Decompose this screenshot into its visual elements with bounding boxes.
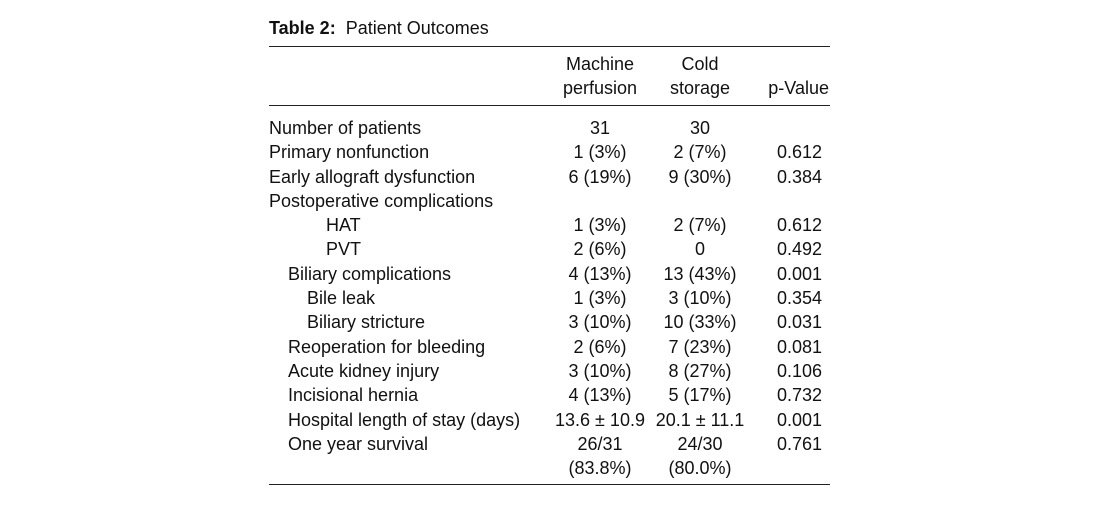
machine-perfusion-value: 3 (10%) — [568, 360, 632, 381]
table-row: Biliary complications 4 (13%) 13 (43%) 0.00… — [269, 262, 830, 286]
row-label: Number of patients — [269, 118, 422, 138]
table-number: Table 2: — [269, 18, 336, 38]
table-container: Table 2: Patient Outcomes Machine perfusi… — [269, 16, 830, 486]
cold-storage-value: 20.1 ± 11.1 — [655, 409, 745, 430]
header-machine-perfusion: Machine perfusion — [562, 54, 638, 98]
p-value: 0.492 — [776, 239, 822, 260]
machine-perfusion-value: 4 (13%) — [568, 385, 632, 406]
table-row: HAT 1 (3%) 2 (7%) 0.612 — [269, 213, 830, 237]
p-value: 0.106 — [776, 360, 822, 381]
machine-perfusion-value: 31 — [589, 118, 611, 138]
table-row: Primary nonfunction 1 (3%) 2 (7%) 0.612 — [269, 140, 830, 164]
row-label: HAT — [326, 215, 361, 236]
row-label: PVT — [326, 239, 362, 260]
cold-storage-value: 0 — [694, 239, 705, 260]
header-row: Machine perfusion Cold storage p-Value — [269, 47, 830, 106]
table-row: PVT 2 (6%) 0 0.492 — [269, 237, 830, 261]
machine-perfusion-value: 1 (3%) — [573, 142, 627, 163]
machine-perfusion-value: 1 (3%) — [573, 215, 627, 236]
p-value — [750, 189, 830, 213]
cold-storage-value: 8 (27%) — [668, 360, 732, 381]
table-caption: Table 2: Patient Outcomes — [269, 16, 830, 40]
header-p-value: p-Value — [768, 78, 829, 98]
cold-storage-value: 13 (43%) — [663, 263, 737, 284]
table-row: One year survival 26/31 (83.8%) 24/30 (80.0%… — [269, 432, 830, 481]
machine-perfusion-value: 3 (10%) — [568, 312, 632, 333]
table-row: Hospital length of stay (days) 13.6 ± 10.… — [269, 408, 830, 432]
machine-perfusion-value: 2 (6%) — [573, 336, 627, 357]
row-label: Hospital length of stay (days) — [288, 409, 521, 430]
table-row: Early allograft dysfunction 6 (19%) 9 (30%… — [269, 165, 830, 189]
table-row: Number of patients 31 30 — [269, 116, 830, 140]
outcomes-table: Machine perfusion Cold storage p-Value Num… — [269, 47, 830, 480]
p-value: 0.384 — [776, 166, 822, 187]
machine-perfusion-value: 1 (3%) — [573, 288, 627, 309]
cold-storage-value: 7 (23%) — [668, 336, 732, 357]
table-title: Patient Outcomes — [345, 18, 489, 38]
row-label: One year survival — [288, 433, 429, 454]
cold-storage-value: 10 (33%) — [663, 312, 737, 333]
table-row: Bile leak 1 (3%) 3 (10%) 0.354 — [269, 286, 830, 310]
cold-storage-value: 24/30 (80.0%) — [668, 433, 732, 479]
p-value: 0.001 — [776, 263, 822, 284]
cold-storage-value: 3 (10%) — [668, 288, 732, 309]
machine-perfusion-value: 26/31 (83.8%) — [568, 433, 632, 479]
table-body: Number of patients 31 30 Primary nonfunctio… — [269, 116, 830, 480]
cold-storage-value: 2 (7%) — [673, 142, 727, 163]
table-row: Biliary stricture 3 (10%) 10 (33%) 0.031 — [269, 310, 830, 334]
cold-storage-value: 2 (7%) — [673, 215, 727, 236]
row-label: Early allograft dysfunction — [269, 166, 476, 187]
p-value: 0.612 — [776, 215, 822, 236]
table-row: Reoperation for bleeding 2 (6%) 7 (23%) 0.0… — [269, 335, 830, 359]
p-value: 0.612 — [776, 142, 822, 163]
cold-storage-value — [650, 189, 750, 213]
row-label: Incisional hernia — [288, 385, 419, 406]
p-value: 0.761 — [776, 433, 822, 454]
machine-perfusion-value — [550, 189, 650, 213]
machine-perfusion-value: 2 (6%) — [573, 239, 627, 260]
machine-perfusion-value: 4 (13%) — [568, 263, 632, 284]
p-value: 0.354 — [776, 288, 822, 309]
table-row: Postoperative complications — [269, 189, 830, 213]
p-value: 0.081 — [776, 336, 822, 357]
p-value — [750, 116, 830, 140]
p-value: 0.031 — [776, 312, 822, 333]
p-value: 0.732 — [776, 385, 822, 406]
header-label-cell — [269, 47, 550, 106]
table-row: Acute kidney injury 3 (10%) 8 (27%) 0.106 — [269, 359, 830, 383]
top-rule — [269, 46, 830, 47]
cold-storage-value: 5 (17%) — [668, 385, 732, 406]
bottom-rule — [269, 484, 830, 486]
machine-perfusion-value: 6 (19%) — [568, 166, 632, 187]
cold-storage-value: 30 — [689, 118, 711, 138]
header-cold-storage: Cold storage — [669, 54, 731, 98]
row-label: Biliary stricture — [307, 312, 426, 333]
row-label: Biliary complications — [288, 263, 452, 284]
table-row: Incisional hernia 4 (13%) 5 (17%) 0.732 — [269, 383, 830, 407]
row-label: Acute kidney injury — [288, 360, 440, 381]
cold-storage-value: 9 (30%) — [668, 166, 732, 187]
machine-perfusion-value: 13.6 ± 10.9 — [555, 409, 645, 430]
row-label: Postoperative complications — [269, 190, 494, 211]
header-rule — [269, 105, 830, 106]
row-label: Bile leak — [307, 288, 376, 309]
p-value: 0.001 — [776, 409, 822, 430]
row-label: Primary nonfunction — [269, 142, 430, 163]
row-label: Reoperation for bleeding — [288, 336, 486, 357]
